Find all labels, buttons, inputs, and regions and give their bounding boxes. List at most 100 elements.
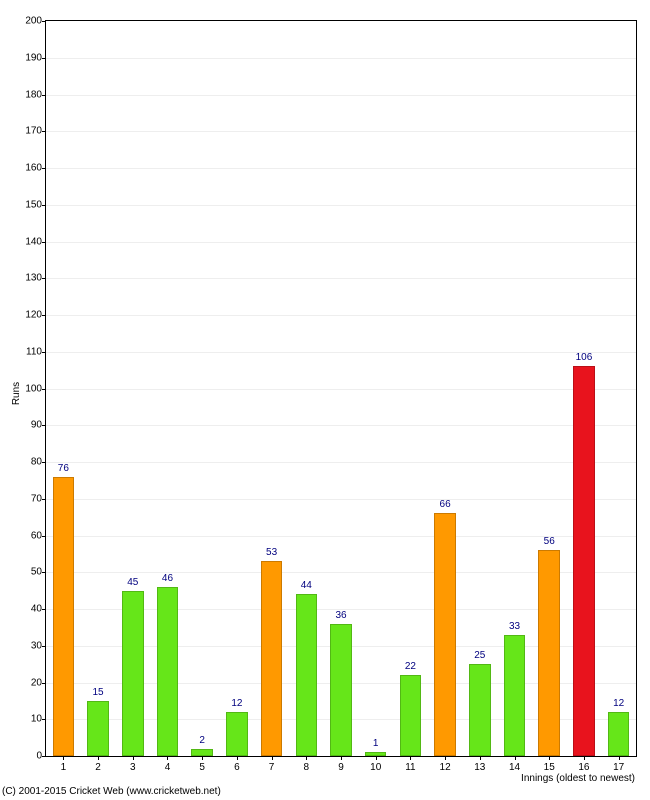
bar [538,550,560,756]
bar [400,675,422,756]
y-tick-label: 110 [26,346,42,357]
y-tick-label: 200 [25,16,42,27]
y-tick-label: 0 [36,751,42,762]
x-tick-mark [410,756,411,760]
bar [87,701,109,756]
y-tick-label: 180 [25,89,42,100]
x-tick-mark [167,756,168,760]
y-tick-label: 50 [31,567,42,578]
y-tick-mark [42,536,46,537]
bar-value-label: 12 [231,698,242,709]
bar-value-label: 45 [127,577,138,588]
bar [296,594,318,756]
y-tick-label: 30 [31,640,42,651]
y-tick-label: 140 [25,236,42,247]
x-tick-label: 4 [165,762,171,773]
bar-value-label: 12 [613,698,624,709]
y-tick-label: 40 [31,604,42,615]
bar [191,749,213,756]
bar-value-label: 2 [199,735,205,746]
bar [504,635,526,756]
gridline [46,205,636,206]
copyright-text: (C) 2001-2015 Cricket Web (www.cricketwe… [2,786,221,797]
x-tick-mark [133,756,134,760]
y-tick-mark [42,278,46,279]
y-tick-mark [42,95,46,96]
gridline [46,389,636,390]
x-tick-mark [237,756,238,760]
x-tick-mark [584,756,585,760]
x-tick-mark [480,756,481,760]
x-tick-label: 13 [474,762,485,773]
x-tick-mark [63,756,64,760]
bar-value-label: 33 [509,621,520,632]
y-tick-label: 90 [31,420,42,431]
y-tick-label: 60 [31,530,42,541]
x-tick-label: 3 [130,762,136,773]
x-tick-label: 14 [509,762,520,773]
x-tick-label: 12 [440,762,451,773]
bar-value-label: 36 [335,610,346,621]
x-tick-label: 8 [304,762,310,773]
y-tick-label: 120 [25,310,42,321]
bar [434,513,456,756]
x-tick-mark [98,756,99,760]
bar [122,591,144,756]
x-tick-mark [272,756,273,760]
x-tick-mark [306,756,307,760]
y-tick-mark [42,425,46,426]
y-tick-mark [42,683,46,684]
x-tick-label: 10 [370,762,381,773]
y-tick-mark [42,168,46,169]
x-axis-title: Innings (oldest to newest) [521,773,635,784]
y-tick-label: 170 [25,126,42,137]
y-tick-mark [42,719,46,720]
bar-value-label: 25 [474,650,485,661]
y-tick-mark [42,609,46,610]
gridline [46,168,636,169]
y-tick-mark [42,131,46,132]
x-tick-label: 1 [61,762,67,773]
y-tick-label: 150 [25,199,42,210]
bar [330,624,352,756]
bar-value-label: 44 [301,580,312,591]
y-tick-label: 10 [31,714,42,725]
x-tick-label: 15 [544,762,555,773]
y-tick-mark [42,462,46,463]
x-tick-mark [619,756,620,760]
bar [573,366,595,756]
y-tick-mark [42,242,46,243]
y-tick-mark [42,58,46,59]
gridline [46,95,636,96]
bar-value-label: 56 [544,536,555,547]
bar-value-label: 15 [92,687,103,698]
bar-value-label: 76 [58,463,69,474]
bar-value-label: 22 [405,661,416,672]
x-tick-label: 17 [613,762,624,773]
y-axis-title: Runs [11,381,22,404]
x-tick-label: 6 [234,762,240,773]
x-tick-label: 5 [199,762,205,773]
bar-value-label: 46 [162,573,173,584]
y-tick-mark [42,499,46,500]
bar [469,664,491,756]
gridline [46,499,636,500]
bar-value-label: 106 [576,352,593,363]
y-tick-mark [42,646,46,647]
bar-value-label: 53 [266,547,277,558]
gridline [46,131,636,132]
x-tick-mark [515,756,516,760]
gridline [46,58,636,59]
bar [365,752,387,756]
y-tick-mark [42,389,46,390]
bar [157,587,179,756]
y-tick-label: 100 [25,383,42,394]
y-tick-mark [42,756,46,757]
y-tick-label: 80 [31,457,42,468]
x-tick-mark [445,756,446,760]
gridline [46,278,636,279]
y-tick-mark [42,21,46,22]
y-tick-mark [42,352,46,353]
bar-value-label: 66 [440,499,451,510]
chart-container: 0102030405060708090100110120130140150160… [0,0,650,800]
